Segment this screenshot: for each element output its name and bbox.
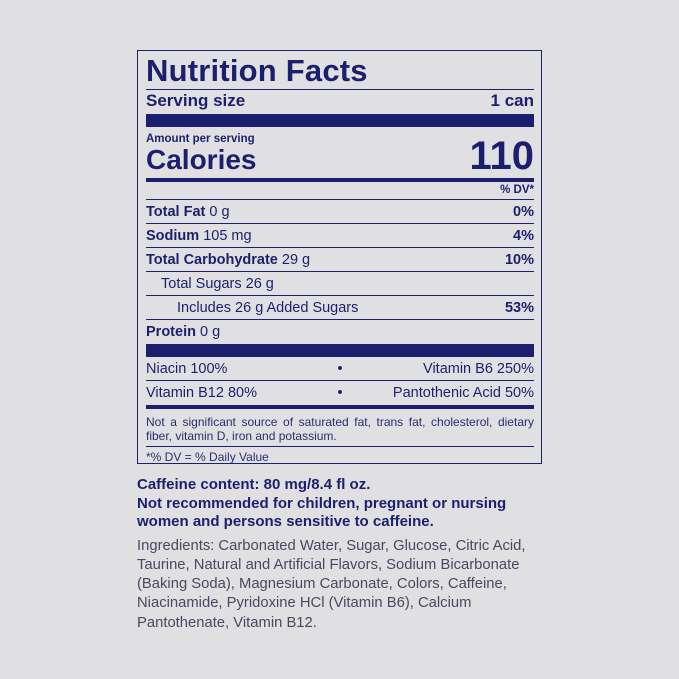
- caffeine-content: Caffeine content: 80 mg/8.4 fl oz.: [137, 476, 371, 493]
- thick-rule: [146, 344, 534, 357]
- vitamin-left: Niacin 100%: [146, 360, 228, 377]
- bullet: •: [337, 385, 343, 401]
- calories-value: 110: [469, 134, 534, 178]
- nutrient-amount: 0 g: [199, 324, 221, 340]
- nutrient-dv: 4%: [513, 227, 534, 244]
- nutrient-amount: 105 mg: [203, 227, 252, 244]
- nutrient-name: Total Carbohydrate: [146, 251, 278, 268]
- caffeine-warning: Not recommended for children, pregnant o…: [137, 494, 507, 531]
- medium-rule: [146, 405, 534, 409]
- nutrition-facts-label: Nutrition Facts Serving size 1 can Amoun…: [137, 50, 542, 464]
- nutrient-dv: 53%: [504, 299, 534, 316]
- vitamin-row: Niacin 100% • Vitamin B6 250%: [146, 357, 534, 381]
- calories-row: Calories 110: [146, 136, 534, 176]
- serving-value: 1 can: [490, 91, 534, 110]
- nutrient-name: Protein: [146, 324, 196, 340]
- nutrient-name: Total Fat: [146, 203, 206, 220]
- nutrient-dv: 10%: [504, 251, 534, 268]
- dv-header: % DV*: [146, 182, 534, 200]
- bullet: •: [337, 360, 343, 377]
- vitamin-row: Vitamin B12 80% • Pantothenic Acid 50%: [146, 381, 534, 405]
- nutrient-row: Total Sugars 26 g: [146, 272, 534, 296]
- serving-label: Serving size: [146, 91, 246, 110]
- nutrient-row: Total Carbohydrate 29 g 10%: [146, 248, 534, 272]
- nutrient-row: Total Fat 0 g 0%: [146, 200, 534, 224]
- nutrient-dv: 0%: [513, 203, 534, 220]
- nutrient-amount: 0 g: [209, 203, 230, 220]
- nutrient-row: Sodium 105 mg 4%: [146, 224, 534, 248]
- vitamin-left: Vitamin B12 80%: [146, 385, 257, 401]
- nutrient-amount: 29 g: [281, 251, 311, 268]
- footnote: *% DV = % Daily Value: [146, 450, 269, 464]
- nutrient-amount: 26 g: [245, 275, 274, 292]
- calories-label: Calories: [146, 144, 257, 175]
- nutrient-name: Sodium: [146, 227, 200, 244]
- note: Not a significant source of saturated fa…: [146, 409, 534, 447]
- amount-per-serving: Amount per serving: [146, 133, 255, 145]
- nutrient-row: Includes 26 g Added Sugars 53%: [146, 296, 534, 320]
- thick-rule: [146, 114, 534, 127]
- serving-size-row: Serving size 1 can: [146, 90, 534, 112]
- label-title: Nutrition Facts: [146, 51, 534, 90]
- nutrient-name: Total Sugars: [161, 275, 242, 292]
- nutrient-name: Includes 26 g Added Sugars: [177, 299, 359, 316]
- vitamin-right: Pantothenic Acid 50%: [392, 385, 534, 401]
- vitamin-right: Vitamin B6 250%: [423, 360, 534, 377]
- product-info: Caffeine content: 80 mg/8.4 fl oz. Not r…: [137, 476, 547, 633]
- medium-rule: [146, 178, 534, 182]
- nutrient-row: Protein 0 g: [146, 320, 534, 344]
- ingredients: Ingredients: Carbonated Water, Sugar, Gl…: [137, 537, 526, 631]
